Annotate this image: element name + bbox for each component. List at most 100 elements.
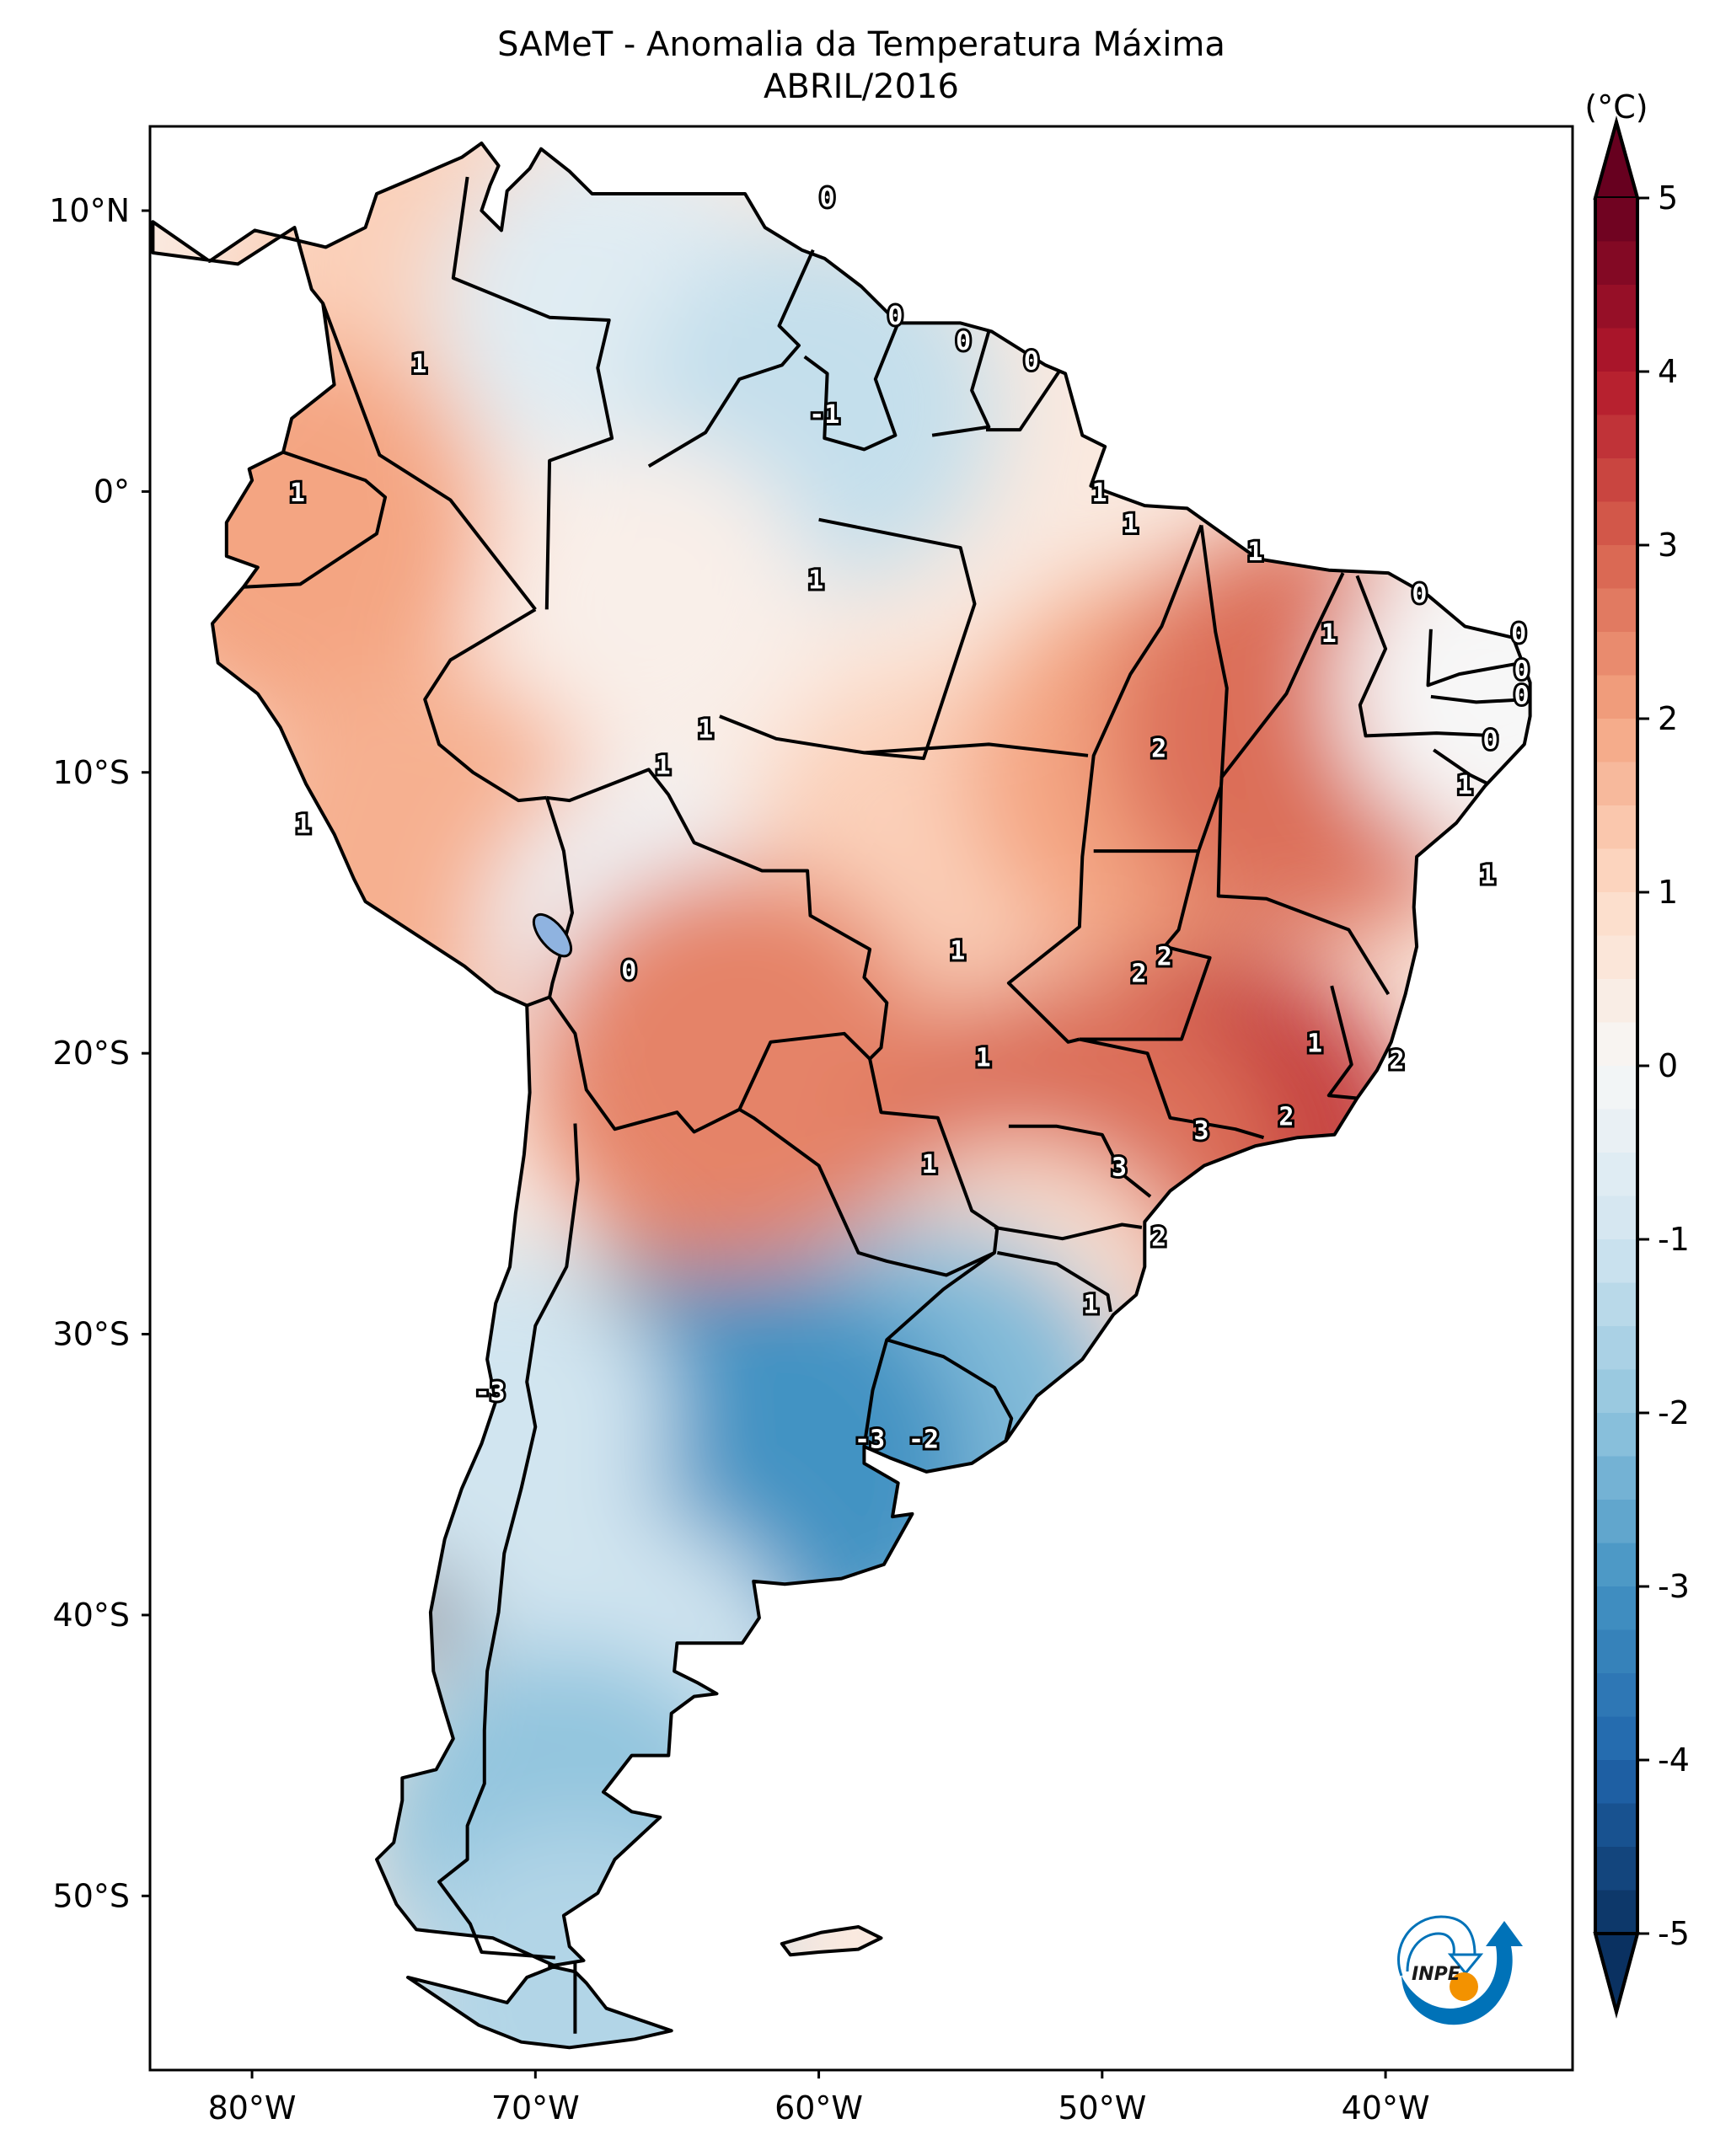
- logo-swoosh-icon: [1401, 1921, 1523, 2025]
- contour-label: 0: [621, 956, 636, 986]
- x-axis-ticks: 80°W 70°W 60°W 50°W 40°W: [208, 2070, 1430, 2127]
- colorbar-tick-label: 5: [1658, 179, 1678, 217]
- logo-outer-arc-icon: [1397, 1915, 1476, 1977]
- colorbar-extend-min: [1593, 1932, 1640, 2019]
- contour-label: 0: [1514, 681, 1529, 710]
- internal-border: [1006, 524, 1203, 1044]
- contour-label: 2: [1151, 1223, 1166, 1253]
- contour-label: 2: [1157, 942, 1172, 971]
- internal-border: [1079, 850, 1212, 1041]
- internal-border: [437, 1123, 580, 1960]
- internal-border: [647, 249, 815, 468]
- contour-label: 2: [1131, 959, 1146, 988]
- internal-border: [546, 768, 889, 1061]
- anomaly-region: [531, 864, 936, 1270]
- contour-label: 1: [1457, 771, 1472, 800]
- country-borders: [151, 142, 1532, 2050]
- internal-border: [997, 1250, 1112, 1313]
- internal-border: [1219, 572, 1345, 779]
- internal-border: [1355, 575, 1499, 738]
- contour-label: 2: [1389, 1046, 1404, 1076]
- contour-label: 1: [656, 752, 671, 781]
- y-axis-ticks: 10°N 0° 10°S 20°S 30°S 40°S 50°S: [49, 192, 150, 1914]
- logo-inner-arc-icon: [1406, 1932, 1455, 1972]
- internal-border: [994, 1222, 1143, 1241]
- internal-border: [548, 996, 871, 1134]
- internal-border: [719, 517, 977, 761]
- internal-border: [1426, 629, 1522, 687]
- contour-label: 1: [1247, 538, 1262, 567]
- lake-titicaca: [532, 912, 573, 958]
- x-tick-label: 60°W: [774, 2089, 863, 2127]
- colorbar-extend-max: [1593, 115, 1640, 200]
- colorbar-tick-label: -4: [1658, 1741, 1690, 1779]
- logo-sun-icon: [1450, 1972, 1478, 2001]
- contour-label: 3: [1193, 1116, 1208, 1146]
- colorbar-tick-label: -2: [1658, 1394, 1690, 1431]
- contour-label: 0: [1511, 619, 1526, 649]
- contour-label: 0: [820, 184, 835, 213]
- y-tick-label: 50°S: [53, 1877, 130, 1914]
- coastline: [151, 142, 1532, 2050]
- contour-label: 1: [922, 1150, 937, 1180]
- contour-label: 0: [1514, 655, 1529, 685]
- anomaly-region: [483, 438, 814, 769]
- colorbar-tick-label: 1: [1658, 874, 1678, 911]
- title-line-1: SAMeT - Anomalia da Temperatura Máxima: [497, 25, 1225, 64]
- internal-border: [803, 322, 900, 452]
- internal-border: [1433, 748, 1488, 785]
- y-tick-label: 30°S: [53, 1316, 130, 1353]
- x-tick-label: 70°W: [491, 2089, 580, 2127]
- falkland-islands-outline: [780, 1925, 883, 1957]
- contour-label: 1: [808, 566, 823, 596]
- contour-label: 2: [1278, 1102, 1294, 1131]
- x-tick-label: 40°W: [1342, 2089, 1430, 2127]
- y-tick-label: 10°S: [53, 754, 130, 791]
- contour-label: 1: [1307, 1030, 1322, 1059]
- contour-label: 0: [1482, 726, 1498, 756]
- contour-label: 0: [887, 302, 903, 331]
- contour-label: -1: [809, 400, 839, 430]
- land-anomaly-field: [153, 143, 1530, 2048]
- contour-label: -3: [855, 1426, 885, 1455]
- contour-label: 1: [411, 350, 426, 379]
- colorbar-tick-label: 4: [1658, 353, 1678, 390]
- contour-label: 1: [1091, 479, 1107, 508]
- internal-border: [1008, 1124, 1152, 1198]
- colorbar-gradient: [1595, 198, 1637, 1934]
- internal-border: [321, 302, 537, 611]
- internal-border: [864, 742, 1089, 757]
- contour-label: 1: [1083, 1291, 1098, 1320]
- contour-label: 1: [290, 479, 305, 508]
- colorbar-tick-label: 3: [1658, 527, 1678, 564]
- contour-label: 1: [950, 937, 965, 966]
- y-tick-label: 0°: [94, 473, 130, 510]
- map-frame: [148, 125, 1574, 2072]
- internal-border: [1079, 1037, 1265, 1140]
- internal-border: [738, 1058, 999, 1277]
- y-tick-label: 40°S: [53, 1597, 130, 1634]
- contour-label: -2: [908, 1426, 939, 1455]
- internal-border: [451, 176, 614, 610]
- contour-label: 1: [1321, 619, 1337, 649]
- y-tick-label: 10°N: [49, 192, 130, 229]
- internal-border: [886, 1338, 1014, 1442]
- anomaly-region: [1338, 527, 1530, 848]
- contour-label: 2: [1151, 735, 1166, 764]
- colorbar-tick-label: -5: [1658, 1915, 1690, 1952]
- inpe-logo: INPE: [1397, 1915, 1523, 2025]
- contour-label: 1: [1480, 861, 1495, 891]
- colorbar-tick-label: -1: [1658, 1221, 1690, 1258]
- contour-label: 1: [1123, 510, 1138, 539]
- contour-label: 3: [1112, 1153, 1127, 1182]
- internal-border: [423, 607, 547, 803]
- logo-down-arrow-icon: [1447, 1953, 1484, 1976]
- colorbar-tick-label: 2: [1658, 700, 1678, 737]
- internal-border: [1430, 694, 1528, 704]
- contour-label: 1: [698, 714, 713, 744]
- contour-label: 0: [956, 327, 971, 356]
